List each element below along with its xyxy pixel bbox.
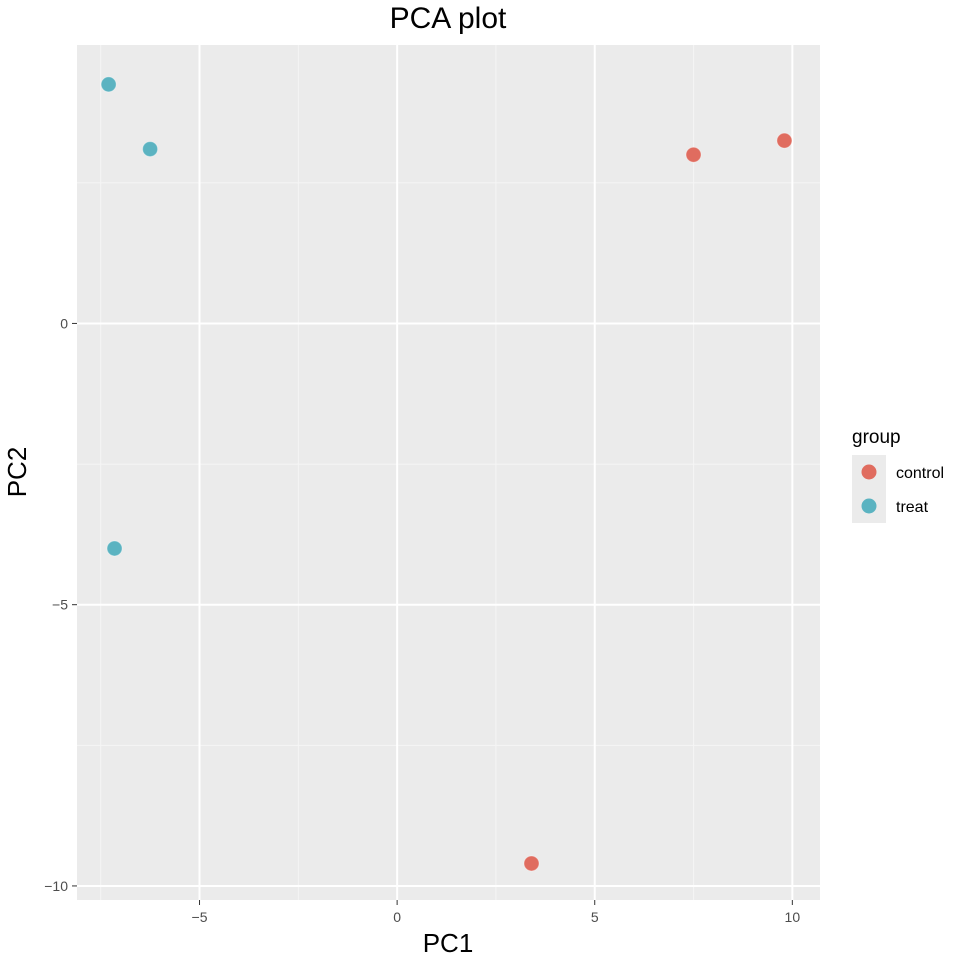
point-control [685, 146, 702, 163]
point-treat [106, 540, 123, 557]
x-axis-title: PC1 [423, 928, 474, 958]
legend-key-control [861, 464, 877, 480]
x-tick-label: 5 [591, 909, 599, 925]
minor-gridlines [77, 45, 820, 900]
y-tick-label: −10 [44, 878, 68, 894]
legend-label-control: control [896, 465, 944, 482]
y-tick-label: −5 [52, 597, 68, 613]
y-axis-title: PC2 [2, 447, 32, 498]
x-tick-label: 10 [785, 909, 801, 925]
data-points [100, 76, 793, 872]
x-tick-label: 0 [393, 909, 401, 925]
legend-key-treat [861, 498, 877, 514]
x-axis-ticks: −5 0 5 10 [192, 900, 801, 925]
plot-panel [77, 45, 820, 900]
x-tick-label: −5 [192, 909, 208, 925]
legend-entries: control treat [852, 455, 944, 523]
y-tick-label: 0 [60, 315, 68, 331]
point-treat [142, 141, 159, 158]
legend: group control treat [852, 427, 944, 523]
legend-title: group [852, 427, 901, 448]
point-control [523, 855, 540, 872]
chart-title: PCA plot [390, 2, 507, 35]
major-gridlines [77, 45, 820, 900]
point-treat [100, 76, 117, 93]
legend-label-treat: treat [896, 499, 929, 516]
y-axis-ticks: −10 −5 0 [44, 315, 77, 894]
point-control [776, 132, 793, 149]
